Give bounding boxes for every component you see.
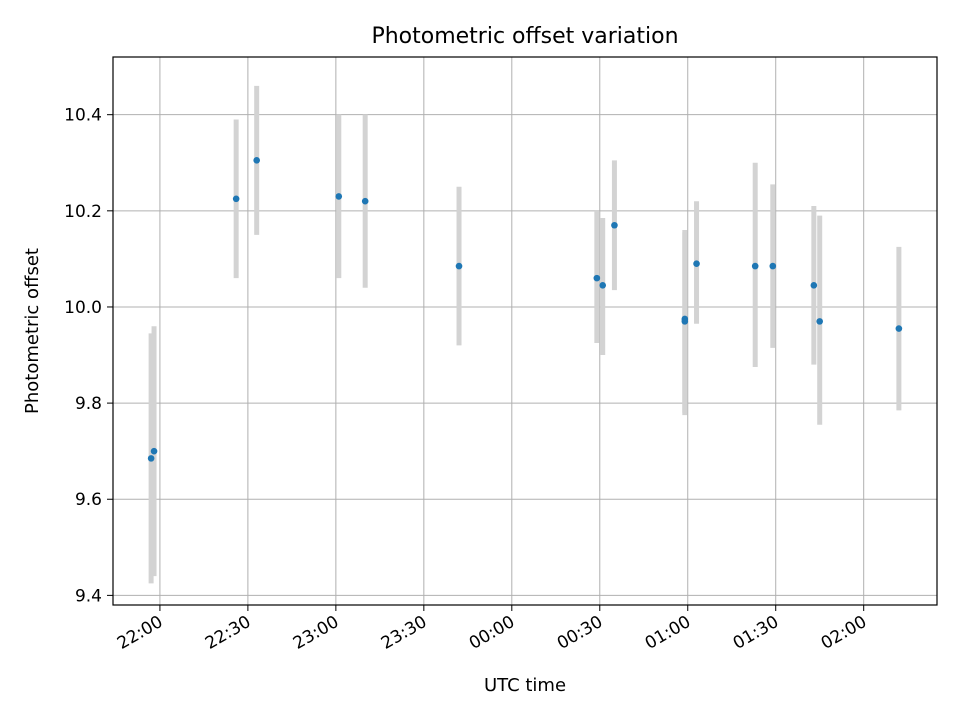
data-point	[232, 195, 240, 203]
x-tick-label: 02:00	[818, 612, 870, 654]
data-point	[816, 318, 824, 325]
data-point	[593, 274, 601, 282]
data-point	[769, 262, 777, 270]
y-tick-label: 9.8	[75, 394, 102, 414]
grid	[113, 57, 937, 605]
x-axis-ticks: 22:00 22:30 23:00 23:30 00:00 00:30 01:00 01:30…	[114, 605, 870, 654]
plot-frame	[112, 56, 938, 606]
x-tick-label: 23:30	[378, 612, 430, 654]
data-point	[693, 260, 700, 268]
y-tick-label: 9.6	[75, 490, 102, 510]
data-points	[147, 157, 903, 462]
data-point	[599, 282, 607, 289]
chart-title: Photometric offset variation	[371, 24, 678, 49]
data-point	[895, 325, 903, 332]
data-point	[751, 262, 759, 270]
y-axis-ticks: 9.4 9.6 9.8 10.0 10.2 10.4	[64, 106, 113, 606]
y-axis-label: Photometric offset	[22, 248, 43, 414]
data-point	[455, 262, 463, 270]
y-tick-label: 10.0	[64, 298, 102, 318]
y-tick-label: 10.2	[64, 202, 102, 222]
x-tick-label: 23:00	[290, 612, 342, 654]
x-axis-label: UTC time	[484, 675, 566, 696]
x-tick-label: 22:30	[202, 612, 254, 654]
data-point	[611, 221, 618, 229]
data-point	[147, 455, 155, 462]
data-point	[253, 157, 260, 164]
y-tick-label: 9.4	[75, 586, 102, 606]
x-tick-label: 00:00	[466, 612, 518, 654]
x-tick-label: 01:00	[642, 612, 694, 654]
data-point	[810, 282, 818, 289]
data-point	[335, 193, 343, 200]
data-point	[150, 447, 158, 455]
x-tick-label: 22:00	[114, 612, 166, 654]
data-point	[361, 197, 369, 205]
x-tick-label: 00:30	[554, 612, 606, 654]
y-tick-label: 10.4	[64, 106, 102, 126]
data-point	[681, 318, 689, 325]
error-bars	[148, 85, 902, 584]
x-tick-label: 01:30	[730, 612, 782, 654]
